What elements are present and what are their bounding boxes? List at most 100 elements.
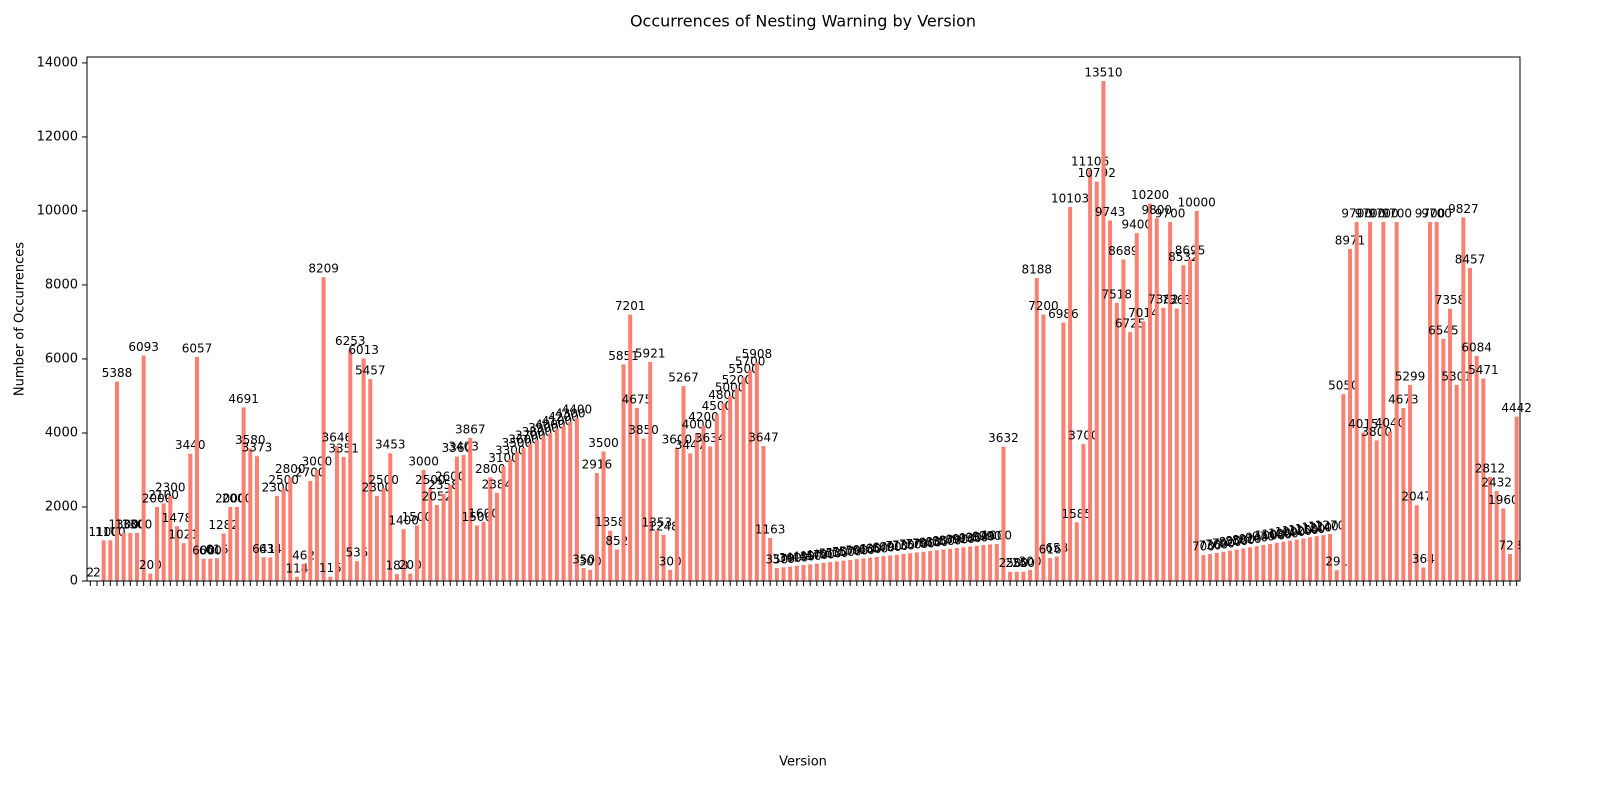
- bar: [148, 573, 153, 581]
- bar: [1334, 570, 1339, 581]
- value-label: 1270: [1315, 519, 1346, 533]
- bar: [501, 466, 506, 581]
- value-label: 3867: [455, 422, 486, 436]
- value-label: 7363: [1161, 293, 1192, 307]
- y-tick-label: 0: [70, 574, 78, 589]
- value-label: 2812: [1475, 461, 1506, 475]
- bar: [914, 552, 919, 581]
- value-label: 10200: [1131, 188, 1169, 202]
- value-label: 7518: [1101, 287, 1132, 301]
- bar: [1201, 555, 1206, 581]
- value-label: 1300: [115, 517, 146, 531]
- value-label: 6545: [1428, 323, 1459, 337]
- bar: [1428, 222, 1433, 581]
- bar: [168, 495, 173, 581]
- bar: [648, 361, 653, 581]
- value-label: 9700: [1368, 207, 1399, 221]
- value-label: 830: [925, 535, 948, 549]
- value-label: 4673: [1388, 393, 1419, 407]
- bar: [254, 456, 259, 581]
- value-label: 870: [939, 533, 962, 547]
- bar: [221, 533, 226, 581]
- value-label: 2916: [582, 458, 613, 472]
- value-label: 430: [792, 550, 815, 564]
- value-label: 3440: [175, 438, 206, 452]
- value-label: 7014: [1128, 306, 1159, 320]
- value-label: 2500: [415, 473, 446, 487]
- bar: [428, 488, 433, 581]
- value-label: 2000: [215, 491, 246, 505]
- value-label: 890: [945, 533, 968, 547]
- value-label: 2047: [1401, 490, 1432, 504]
- bar: [381, 488, 386, 581]
- bar: [454, 456, 459, 581]
- bar: [1068, 207, 1073, 581]
- bar: [1081, 444, 1086, 581]
- bar: [1234, 549, 1239, 581]
- bar: [268, 557, 273, 581]
- bar: [808, 564, 813, 581]
- bar: [1394, 222, 1399, 581]
- bar: [128, 532, 133, 581]
- bar: [1208, 553, 1213, 581]
- value-label: 3453: [375, 438, 406, 452]
- bar: [901, 553, 906, 581]
- bar: [361, 358, 366, 581]
- bar: [1414, 505, 1419, 581]
- bar: [794, 565, 799, 581]
- bar: [1261, 545, 1266, 581]
- bar: [1328, 534, 1333, 581]
- value-label: 4691: [228, 392, 259, 406]
- bar: [968, 546, 973, 581]
- value-label: 550: [832, 545, 855, 559]
- value-label: 940: [1245, 531, 1268, 545]
- bar: [214, 558, 219, 581]
- value-label: 7200: [1028, 299, 1059, 313]
- value-label: 250: [999, 556, 1022, 570]
- value-label: 1150: [1288, 523, 1319, 537]
- bar: [474, 525, 479, 581]
- value-label: 1300: [108, 517, 139, 531]
- value-label: 1210: [1301, 521, 1332, 535]
- bar: [634, 407, 639, 581]
- bar: [828, 562, 833, 581]
- bar: [1021, 571, 1026, 581]
- bar: [908, 553, 913, 581]
- bar: [108, 540, 113, 581]
- value-label: 9700: [1341, 207, 1372, 221]
- y-tick-label: 2000: [45, 499, 78, 514]
- bar: [928, 551, 933, 581]
- value-label: 2: [87, 565, 95, 579]
- bar: [1194, 210, 1199, 582]
- bar: [508, 458, 513, 581]
- bar: [974, 545, 979, 581]
- bar: [1181, 265, 1186, 581]
- value-label: 760: [1205, 537, 1228, 551]
- value-label: 4442: [1501, 401, 1532, 415]
- value-label: 1090: [1275, 525, 1306, 539]
- bar: [1121, 259, 1126, 581]
- value-label: 1180: [1295, 522, 1326, 536]
- value-label: 641: [252, 542, 275, 556]
- value-label: 510: [819, 547, 842, 561]
- bar: [941, 549, 946, 581]
- value-label: 8209: [308, 262, 339, 276]
- bar: [721, 403, 726, 581]
- bar: [341, 456, 346, 581]
- bar: [814, 563, 819, 581]
- bar: [461, 455, 466, 581]
- bar: [1321, 535, 1326, 581]
- value-label: 3900: [528, 421, 559, 435]
- value-label: 3646: [322, 431, 353, 445]
- bar: [521, 447, 526, 581]
- bar: [321, 277, 326, 581]
- bar: [334, 446, 339, 581]
- value-label: 9400: [1121, 218, 1152, 232]
- bar: [261, 557, 266, 581]
- bar: [468, 437, 473, 581]
- bar: [754, 362, 759, 581]
- y-tick-label: 14000: [37, 55, 78, 70]
- bar: [1281, 541, 1286, 581]
- x-axis-label: Version: [779, 755, 827, 770]
- value-label: 650: [865, 541, 888, 555]
